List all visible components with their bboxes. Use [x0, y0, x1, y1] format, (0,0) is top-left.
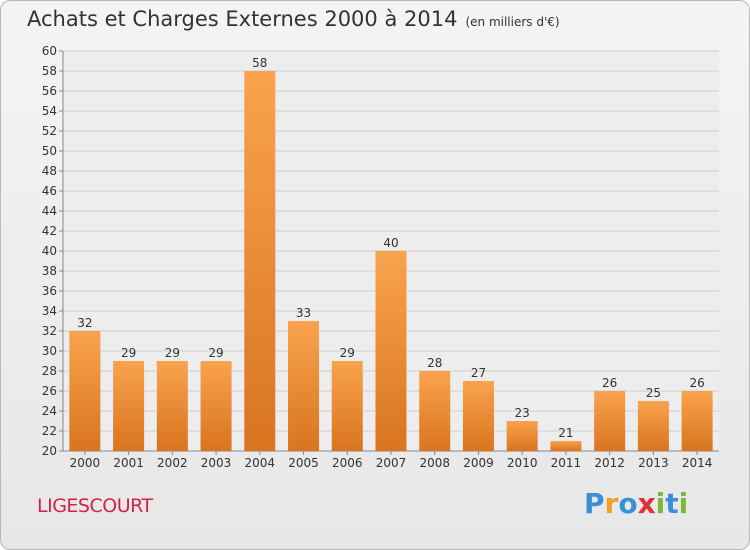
y-tick-label: 52 — [42, 124, 57, 138]
x-tick-label: 2004 — [245, 456, 276, 470]
y-tick-label: 34 — [42, 304, 57, 318]
x-tick-label: 2012 — [594, 456, 625, 470]
x-tick-label: 2001 — [113, 456, 144, 470]
x-tick-label: 2014 — [682, 456, 713, 470]
y-tick-label: 22 — [42, 424, 57, 438]
bar-value-label: 33 — [296, 306, 311, 320]
bar-value-label: 28 — [427, 356, 442, 370]
y-tick-label: 24 — [42, 404, 57, 418]
bar-value-label: 21 — [558, 426, 573, 440]
bar-value-label: 27 — [471, 366, 486, 380]
x-tick-label: 2013 — [638, 456, 669, 470]
bar-value-label: 40 — [383, 236, 398, 250]
bar-value-label: 26 — [602, 376, 617, 390]
chart-subtitle: (en milliers d'€) — [465, 15, 560, 29]
y-tick-label: 42 — [42, 224, 57, 238]
x-tick-label: 2010 — [507, 456, 538, 470]
logo-letter: i — [655, 487, 666, 520]
y-tick-label: 58 — [42, 64, 57, 78]
y-tick-label: 20 — [42, 444, 57, 458]
bar — [244, 71, 276, 451]
bar — [69, 331, 101, 451]
bar — [375, 251, 407, 451]
commune-name: LIGESCOURT — [37, 495, 153, 517]
bar — [594, 391, 626, 451]
y-tick-label: 54 — [42, 104, 57, 118]
x-tick-label: 2006 — [332, 456, 363, 470]
logo-letter: t — [665, 487, 679, 520]
y-tick-label: 40 — [42, 244, 57, 258]
y-tick-label: 36 — [42, 284, 57, 298]
x-tick-label: 2003 — [201, 456, 232, 470]
y-tick-label: 50 — [42, 144, 57, 158]
bar — [506, 421, 538, 451]
y-tick-label: 48 — [42, 164, 57, 178]
bar-value-label: 29 — [340, 346, 355, 360]
y-tick-label: 32 — [42, 324, 57, 338]
bar — [200, 361, 232, 451]
logo-letter: r — [604, 487, 619, 520]
bar — [113, 361, 145, 451]
y-tick-label: 38 — [42, 264, 57, 278]
x-tick-label: 2011 — [551, 456, 582, 470]
bar-value-label: 26 — [689, 376, 704, 390]
bar-value-label: 32 — [77, 316, 92, 330]
proxiti-logo: Proxiti — [584, 487, 688, 520]
bar-value-label: 58 — [252, 56, 267, 70]
y-tick-label: 60 — [42, 44, 57, 58]
y-tick-label: 44 — [42, 204, 57, 218]
x-tick-label: 2007 — [376, 456, 407, 470]
bar — [637, 401, 669, 451]
bar-value-label: 25 — [646, 386, 661, 400]
x-tick-label: 2009 — [463, 456, 494, 470]
bar — [288, 321, 320, 451]
x-tick-label: 2008 — [419, 456, 450, 470]
logo-letter: x — [637, 487, 656, 520]
y-tick-label: 46 — [42, 184, 57, 198]
bar — [550, 441, 582, 451]
bar — [156, 361, 188, 451]
bar — [462, 381, 494, 451]
y-tick-label: 26 — [42, 384, 57, 398]
logo-letter: i — [678, 487, 689, 520]
x-tick-label: 2005 — [288, 456, 319, 470]
x-tick-label: 2000 — [70, 456, 101, 470]
bar-value-label: 29 — [165, 346, 180, 360]
chart-title: Achats et Charges Externes 2000 à 2014 (e… — [27, 7, 560, 31]
bar-value-label: 29 — [208, 346, 223, 360]
bar-value-label: 29 — [121, 346, 136, 360]
bar — [681, 391, 713, 451]
bar — [419, 371, 451, 451]
bar-value-label: 23 — [515, 406, 530, 420]
logo-letter: P — [584, 487, 605, 520]
x-tick-label: 2002 — [157, 456, 188, 470]
y-tick-label: 56 — [42, 84, 57, 98]
bar — [331, 361, 363, 451]
y-tick-label: 30 — [42, 344, 57, 358]
logo-letter: o — [618, 487, 638, 520]
y-tick-label: 28 — [42, 364, 57, 378]
